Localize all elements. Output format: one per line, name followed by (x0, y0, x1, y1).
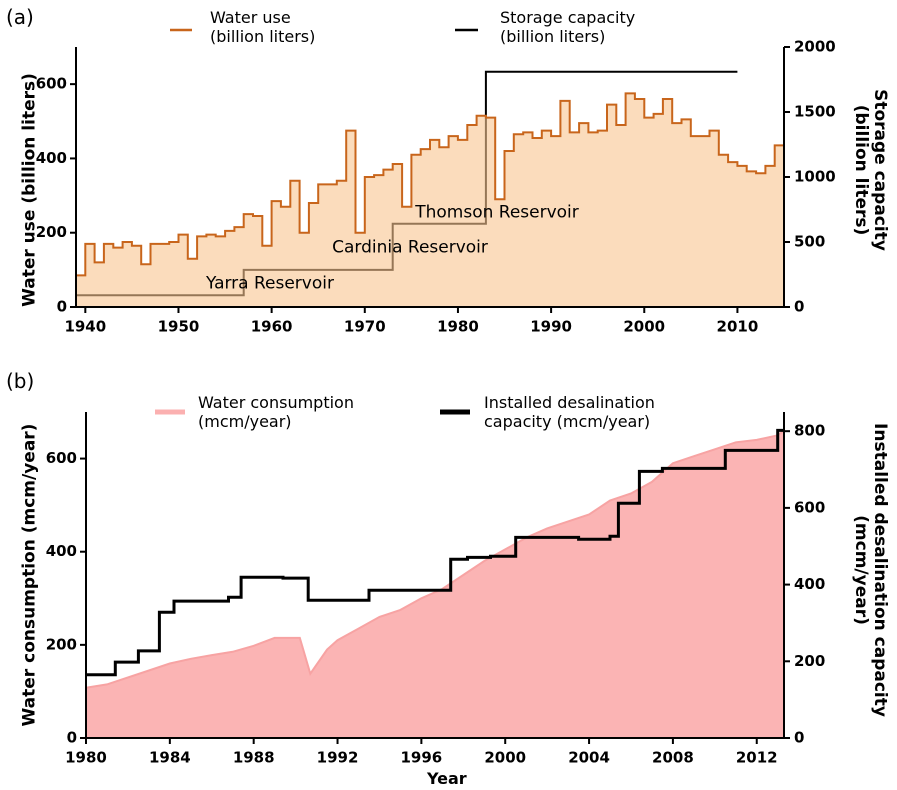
y2-axis-label: Storage capacity (billion liters) (851, 89, 890, 251)
x-tick-label: 2000 (484, 749, 526, 767)
y2-tick-label: 500 (794, 233, 825, 251)
legend-label: Water use (billion liters) (210, 8, 316, 46)
y-tick-label: 400 (46, 542, 77, 560)
legend-label: Installed desalination capacity (mcm/yea… (484, 393, 655, 431)
area (86, 430, 784, 738)
annotation: Cardinia Reservoir (332, 237, 488, 258)
y2-tick-label: 600 (794, 498, 825, 516)
x-tick-label: 1940 (64, 318, 106, 336)
area (76, 93, 784, 308)
y-tick-label: 200 (46, 635, 77, 653)
x-tick-label: 1988 (233, 749, 275, 767)
annotation: Thomson Reservoir (415, 202, 579, 223)
y2-axis-label: Installed desalination capacity (mcm/yea… (851, 423, 890, 717)
y-tick-label: 200 (36, 223, 67, 241)
step-line (76, 92, 784, 277)
y2-tick-label: 400 (794, 575, 825, 593)
x-tick-label: 1980 (65, 749, 107, 767)
x-axis-label: Year (427, 769, 467, 788)
x-tick-label: 1984 (149, 749, 191, 767)
panel-label: (b) (6, 369, 35, 393)
panel-label: (a) (6, 5, 34, 29)
x-tick-label: 1992 (317, 749, 359, 767)
legend-label: Water consumption (mcm/year) (198, 393, 354, 431)
y2-tick-label: 2000 (794, 38, 836, 56)
x-tick-label: 2000 (623, 318, 665, 336)
y-axis-label: Water consumption (mcm/year) (19, 423, 40, 727)
x-tick-label: 2010 (717, 318, 759, 336)
y-tick-label: 400 (36, 149, 67, 167)
annotation: Yarra Reservoir (206, 273, 334, 294)
x-tick-label: 2008 (652, 749, 694, 767)
x-tick-label: 1970 (344, 318, 386, 336)
y2-tick-label: 1000 (794, 168, 836, 186)
y-tick-label: 0 (67, 729, 77, 747)
x-tick-label: 1996 (401, 749, 443, 767)
x-tick-label: 1990 (530, 318, 572, 336)
y2-tick-label: 800 (794, 422, 825, 440)
y-axis-label: Water use (billion liters) (19, 73, 40, 307)
y-tick-label: 600 (46, 449, 77, 467)
x-tick-label: 1960 (251, 318, 293, 336)
step-line (86, 428, 784, 677)
y2-tick-label: 0 (794, 729, 804, 747)
y-tick-label: 0 (57, 298, 67, 316)
y-tick-label: 600 (36, 75, 67, 93)
y2-tick-label: 1500 (794, 103, 836, 121)
line (85, 429, 785, 689)
x-tick-label: 1980 (437, 318, 479, 336)
x-tick-label: 2012 (736, 749, 778, 767)
x-tick-label: 2004 (568, 749, 610, 767)
y2-tick-label: 200 (794, 652, 825, 670)
x-tick-label: 1950 (158, 318, 200, 336)
legend-label: Storage capacity (billion liters) (500, 8, 636, 46)
y2-tick-label: 0 (794, 298, 804, 316)
